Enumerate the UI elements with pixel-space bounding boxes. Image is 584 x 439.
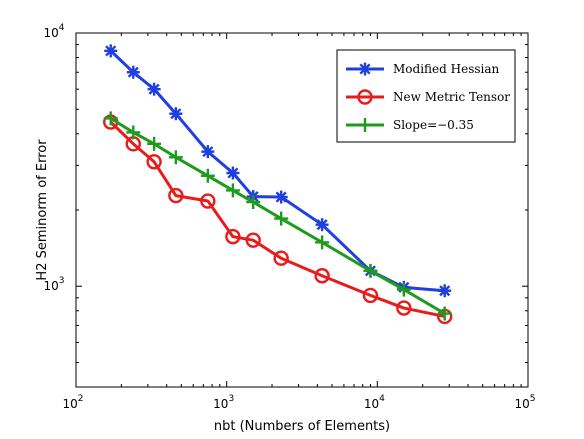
data-point	[315, 218, 329, 232]
data-point	[126, 125, 141, 140]
data-point	[103, 111, 118, 126]
asterisk-marker-d2	[127, 66, 139, 78]
x-axis-label: nbt (Numbers of Elements)	[214, 419, 390, 434]
series-line	[109, 117, 446, 315]
series-2	[103, 111, 452, 321]
data-point	[168, 150, 183, 165]
circle-marker	[362, 287, 379, 304]
circle-marker	[273, 250, 289, 266]
legend-label: Slope=−0.35	[393, 118, 474, 132]
data-point	[314, 268, 330, 284]
asterisk-marker-d2	[148, 83, 160, 95]
legend-marker	[358, 62, 372, 76]
y-tick-label: 103	[43, 276, 64, 293]
data-point	[362, 287, 379, 304]
data-point	[225, 183, 240, 198]
asterisk-marker-d2	[105, 45, 117, 57]
legend-label: New Metric Tensor	[393, 90, 510, 104]
data-point	[437, 306, 452, 321]
data-point	[246, 195, 261, 210]
legend-label: Modified Hessian	[393, 62, 500, 76]
series-0	[104, 44, 452, 298]
data-point	[168, 187, 184, 204]
axes-layer: 102 103 104 105 103 104	[43, 23, 535, 411]
data-point	[147, 82, 161, 96]
legend: Modified Hessian New Metric Tensor Slope=−…	[336, 49, 516, 143]
x-tick-label: 104	[364, 394, 385, 411]
legend-entry: New Metric Tensor	[346, 89, 510, 105]
asterisk-marker-d2	[359, 63, 371, 75]
asterisk-marker-d2	[227, 167, 239, 179]
x-tick-label: 102	[62, 394, 83, 411]
y-axis-label: H2 Seminorm of Error	[35, 139, 50, 281]
circle-marker	[168, 187, 184, 204]
asterisk-marker-d2	[170, 108, 182, 120]
data-point	[438, 284, 452, 298]
data-point	[274, 211, 289, 226]
asterisk-marker-d2	[202, 146, 214, 158]
data-point	[147, 136, 162, 151]
asterisk-marker-d2	[439, 285, 451, 297]
legend-entry: Slope=−0.35	[346, 118, 474, 132]
data-point	[396, 282, 411, 297]
data-point	[200, 168, 215, 183]
data-point	[396, 300, 412, 316]
data-point	[274, 190, 288, 204]
data-point	[169, 107, 183, 121]
data-point	[273, 250, 289, 266]
series-1	[103, 114, 453, 325]
legend-entry: Modified Hessian	[346, 62, 500, 76]
circle-marker	[314, 268, 330, 284]
y-tick-label: 104	[43, 23, 64, 40]
asterisk-marker-d2	[275, 191, 287, 203]
data-point	[146, 154, 162, 170]
data-point	[315, 235, 330, 250]
circle-marker	[200, 193, 216, 209]
legend-marker	[357, 89, 373, 105]
data-point	[225, 228, 241, 245]
x-tick-label: 103	[213, 394, 234, 411]
data-point	[201, 145, 215, 159]
data-point	[126, 65, 140, 79]
circle-marker	[225, 228, 241, 245]
x-tick-label: 105	[514, 394, 535, 411]
legend-marker	[358, 118, 372, 132]
circle-marker	[146, 154, 162, 170]
circle-marker	[357, 89, 373, 105]
data-point	[226, 166, 240, 180]
circle-marker	[396, 300, 412, 316]
series-layer	[103, 44, 453, 325]
asterisk-marker-d2	[316, 219, 328, 231]
data-point	[200, 193, 216, 209]
data-point	[363, 263, 378, 278]
data-point	[245, 232, 261, 248]
data-point	[104, 44, 118, 58]
circle-marker	[245, 232, 261, 248]
